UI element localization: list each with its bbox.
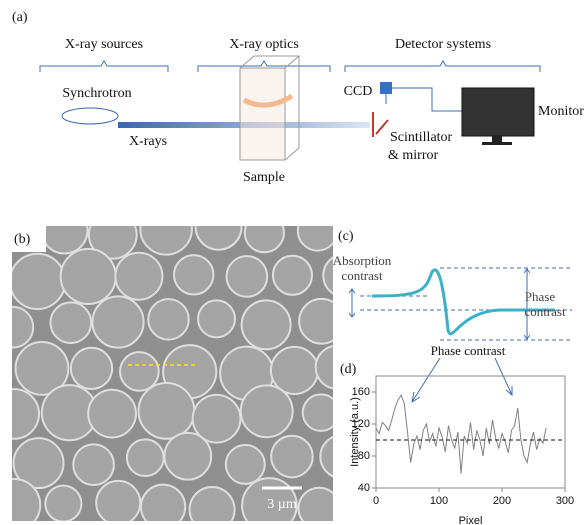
group-label: X-ray sources [65,37,143,52]
panel-label: (d) [340,362,357,377]
particle [240,299,292,351]
beam-label: X-rays [129,134,167,149]
particle [44,484,83,521]
particle [194,226,243,251]
particle [91,295,145,349]
particle [125,438,165,478]
x-tick-label: 300 [556,495,574,507]
group-label: Detector systems [395,37,491,52]
particle [297,486,333,521]
monitor-stand [482,136,512,145]
particle [163,431,213,481]
particle [270,434,314,479]
contrast-curve [371,268,555,336]
particle [271,254,314,296]
particle [137,381,196,440]
particle [301,393,333,432]
scale-label: 3 µm [267,497,297,512]
phase-label: contrast [524,304,566,319]
phase-label: Phase [525,289,556,304]
particle [95,479,142,521]
absorption-label: Absorption [333,253,392,268]
particle [319,435,333,478]
particle [322,256,333,295]
particle [139,226,193,256]
particle [12,388,41,440]
particle [296,226,333,252]
scintillator-label: & mirror [388,148,438,163]
monitor [461,87,535,137]
particle [188,486,236,521]
x-tick-label: 0 [373,495,379,507]
synchrotron-ring [61,107,119,125]
y-axis-label: Intensity (a.u.) [349,397,361,467]
cable [385,87,462,112]
particle [224,443,266,485]
y-tick-label: 160 [352,386,370,398]
particle [14,341,70,396]
scintillator-label: Scintillator [390,130,453,145]
annotation: Phase contrast [431,343,506,358]
absorption-label: contrast [341,268,383,283]
monitor-label: Monitor [538,104,584,119]
braces [39,60,541,72]
chart: 40 80 120 160 0 100 200 300 Pixel Intensity (a.u.… [349,375,574,525]
particle [114,251,164,301]
plot-frame [375,375,566,489]
particle [119,351,160,392]
particle [40,226,89,255]
sample-box [239,55,300,161]
arrows [411,357,513,404]
particle [139,483,187,521]
panel-label: (a) [12,10,28,25]
intensity-line [375,394,547,474]
particle [12,437,65,490]
particle [87,388,137,439]
x-tick-label: 100 [430,495,448,507]
panel-label: (c) [338,229,354,244]
particle [147,298,190,341]
x-axis-label: Pixel [459,515,483,525]
panel-label: (b) [14,232,31,247]
particle [49,301,93,345]
particle [243,226,285,254]
synchrotron-label: Synchrotron [62,86,131,101]
sample-label: Sample [243,170,285,185]
particle [225,255,269,298]
y-tick-label: 40 [358,482,370,494]
particle [12,305,35,349]
particle [12,478,42,521]
y-tick-label: 120 [352,418,370,430]
micrograph [12,226,333,521]
camera-label: CCD [344,84,373,99]
particle [173,254,215,296]
particle [298,297,333,345]
particle [69,346,114,391]
label-box [12,226,46,252]
y-tick-label: 80 [358,450,370,462]
particle [12,252,67,311]
particle [59,247,117,305]
particle [239,384,294,439]
particle [87,226,138,260]
particle [72,443,115,486]
x-tick-label: 200 [493,495,511,507]
group-label: X-ray optics [229,37,299,52]
particle [314,345,333,390]
particle [197,299,236,339]
camera [380,82,392,94]
particle [191,393,242,444]
scintillator [372,112,389,137]
